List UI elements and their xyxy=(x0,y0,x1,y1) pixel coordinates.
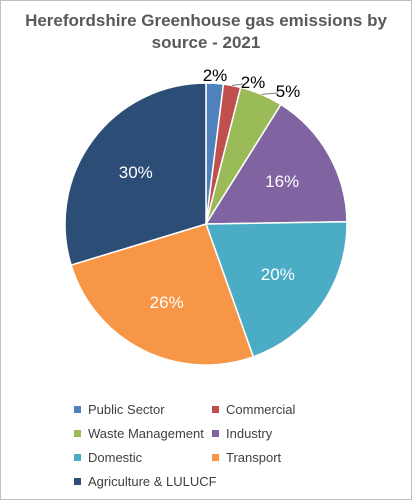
legend-item: Commercial xyxy=(212,402,295,417)
chart-title-line-2: source - 2021 xyxy=(151,33,261,52)
chart-title-line-1: Herefordshire Greenhouse gas emissions b… xyxy=(25,11,387,30)
legend-swatch xyxy=(212,406,219,413)
slice-label-waste-management: 5% xyxy=(276,82,301,101)
legend-swatch xyxy=(74,478,81,485)
pie-slice-domestic xyxy=(204,221,348,358)
legend-swatch xyxy=(74,406,81,413)
slice-label-domestic: 20% xyxy=(261,265,295,284)
legend-label: Industry xyxy=(226,426,273,441)
slice-label-agriculture-lulucf: 30% xyxy=(119,163,153,182)
legend-label: Public Sector xyxy=(88,402,165,417)
legend-label: Commercial xyxy=(226,402,296,417)
legend-item: Agriculture & LULUCF xyxy=(74,474,217,489)
legend-swatch xyxy=(74,454,81,461)
legend-item: Public Sector xyxy=(74,402,165,417)
leader-line xyxy=(261,92,279,95)
leader-line xyxy=(232,83,244,86)
slice-label-transport: 26% xyxy=(150,293,184,312)
pie-slice-industry xyxy=(204,103,348,225)
legend-label: Waste Management xyxy=(88,426,204,441)
legend-swatch xyxy=(212,454,219,461)
chart-title: Herefordshire Greenhouse gas emissions b… xyxy=(0,10,412,54)
legend-item: Industry xyxy=(212,426,272,441)
legend-label: Agriculture & LULUCF xyxy=(88,474,217,489)
legend-item: Transport xyxy=(212,450,281,465)
legend-label: Transport xyxy=(226,450,282,465)
legend-item: Waste Management xyxy=(74,426,204,441)
legend-swatch xyxy=(212,430,219,437)
slice-label-public-sector: 2% xyxy=(203,66,228,85)
legend-label: Domestic xyxy=(88,450,143,465)
slice-label-commercial: 2% xyxy=(241,73,266,92)
pie-slice-agriculture-lulucf xyxy=(64,82,207,266)
legend-item: Domestic xyxy=(74,450,142,465)
legend-swatch xyxy=(74,430,81,437)
slice-label-industry: 16% xyxy=(265,172,299,191)
pie-slice-transport xyxy=(70,223,255,366)
